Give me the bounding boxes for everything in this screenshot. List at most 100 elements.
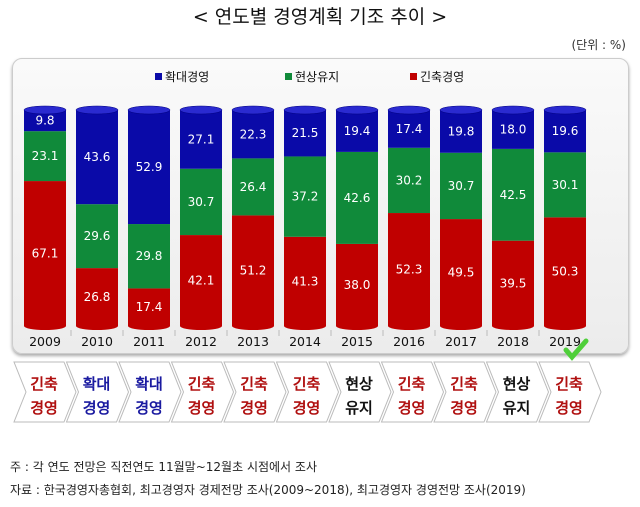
stance-line2: 경영 (83, 399, 111, 417)
stance-line2: 경영 (30, 399, 58, 417)
bar-segment (24, 110, 66, 132)
stance-chevron (328, 361, 392, 423)
bar-segment (128, 224, 170, 289)
bar-base (284, 322, 326, 330)
bar-segment (284, 236, 326, 326)
stance-line1: 긴축 (240, 375, 268, 393)
stance-line1: 긴축 (450, 375, 478, 393)
data-label: 27.1 (188, 132, 215, 146)
stance-line1: 확대 (83, 375, 111, 393)
bar-segment (76, 204, 118, 269)
bar-base (24, 322, 66, 330)
bar-top (543, 105, 587, 115)
bar-segment (24, 131, 66, 182)
legend-swatch (410, 73, 417, 80)
data-label: 50.3 (552, 265, 579, 279)
bar-segment (492, 110, 534, 149)
bar-segment (336, 151, 378, 244)
year-label: 2019 (549, 334, 581, 349)
bar-segment (336, 243, 378, 326)
data-label: 21.5 (292, 126, 319, 140)
data-label: 19.8 (448, 124, 475, 138)
checkmark-icon (563, 338, 589, 361)
data-label: 30.2 (396, 173, 423, 187)
legend-swatch (285, 73, 292, 80)
data-label: 52.9 (136, 160, 163, 174)
data-label: 17.4 (136, 300, 163, 314)
chart-title: < 연도별 경영계획 기조 추이 > (192, 6, 448, 28)
bar-top (439, 105, 483, 115)
stance-chevron (275, 361, 340, 423)
year-label: 2010 (81, 334, 113, 349)
bar-segment (232, 110, 274, 159)
stance-chevron (118, 361, 182, 423)
bar-segment (180, 110, 222, 169)
year-label: 2009 (29, 334, 61, 349)
bar-segment (388, 213, 430, 326)
stacked-bar-chart: 확대경영 현상유지 긴축경영67.123.19.82009긴축경영26.829.64… (13, 70, 602, 423)
legend-label: 긴축경영 (420, 70, 464, 84)
data-label: 9.8 (35, 114, 54, 128)
data-label: 23.1 (32, 149, 59, 163)
bar-top (127, 105, 171, 115)
data-label: 41.3 (292, 274, 319, 288)
bar-segment (544, 110, 586, 153)
bar-top (23, 105, 67, 115)
stance-chevron (485, 361, 550, 423)
bar-segment (24, 181, 66, 326)
legend-label: 현상유지 (295, 70, 339, 84)
bar-segment (492, 148, 534, 241)
data-label: 42.1 (188, 274, 215, 288)
data-label: 22.3 (240, 127, 267, 141)
bar-segment (388, 147, 430, 214)
stance-chevron (13, 361, 77, 423)
bar-segment (76, 268, 118, 326)
bar-segment (336, 110, 378, 152)
bar-top (387, 105, 431, 115)
stance-chevron (223, 361, 287, 423)
stance-line2: 경영 (398, 399, 426, 417)
stance-line1: 긴축 (188, 375, 216, 393)
bar-top (491, 105, 535, 115)
bar-segment (492, 240, 534, 326)
bar-segment (180, 235, 222, 326)
year-label: 2013 (237, 334, 269, 349)
data-label: 49.5 (448, 266, 475, 280)
stance-line1: 현상 (345, 375, 373, 393)
data-label: 29.6 (84, 229, 111, 243)
bar-base (232, 322, 274, 330)
data-label: 19.6 (552, 124, 579, 138)
bar-segment (440, 152, 482, 220)
stance-line2: 경영 (450, 399, 478, 417)
bar-segment (128, 288, 170, 326)
bar-base (544, 322, 586, 330)
bar-base (388, 322, 430, 330)
bar-base (336, 322, 378, 330)
data-label: 42.6 (344, 191, 371, 205)
bar-base (76, 322, 118, 330)
data-label: 52.3 (396, 263, 423, 277)
bar-base (128, 322, 170, 330)
stance-line1: 긴축 (555, 375, 583, 393)
stance-chevron (380, 361, 445, 423)
stance-line2: 경영 (188, 399, 216, 417)
data-label: 30.1 (552, 178, 579, 192)
year-label: 2015 (341, 334, 373, 349)
year-label: 2014 (289, 334, 321, 349)
data-label: 26.8 (84, 290, 111, 304)
bar-segment (128, 109, 170, 225)
bar-top (75, 105, 119, 115)
unit-label: (단위 : %) (571, 38, 626, 52)
stance-chevron (538, 361, 602, 423)
bar-segment (440, 219, 482, 326)
data-label: 37.2 (292, 190, 319, 204)
bar-segment (232, 158, 274, 216)
data-label: 43.6 (84, 150, 111, 164)
bar-segment (232, 215, 274, 326)
bar-segment (440, 110, 482, 153)
bar-segment (388, 110, 430, 148)
footnote: 주 : 각 연도 전망은 직전연도 11월말~12월초 시점에서 조사 (10, 460, 317, 474)
data-label: 38.0 (344, 278, 371, 292)
stance-chevron (170, 361, 235, 423)
data-label: 67.1 (32, 247, 59, 261)
